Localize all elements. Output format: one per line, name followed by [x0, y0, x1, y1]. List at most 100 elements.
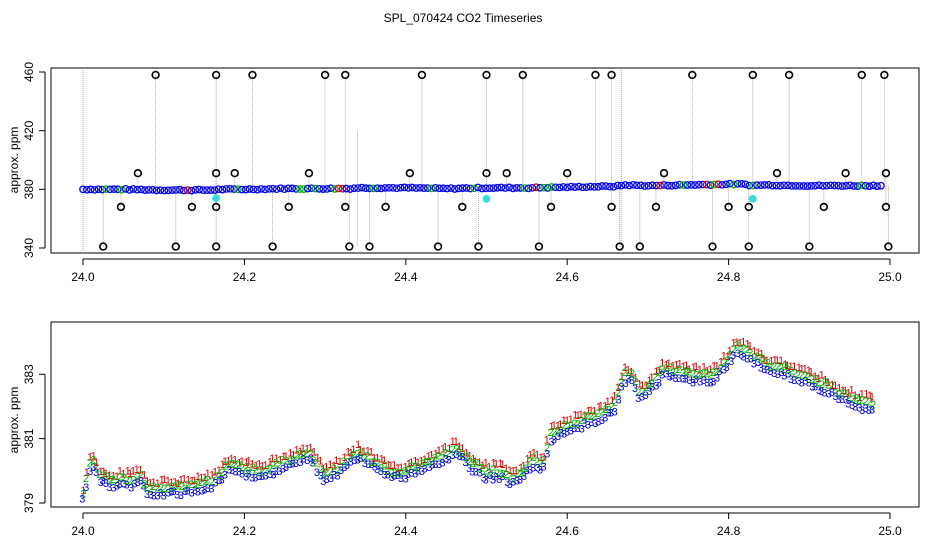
top-x-tick-label: 24.6	[556, 270, 580, 284]
series-2-marker: 2	[384, 465, 390, 477]
series-1-marker: 1	[619, 371, 625, 383]
series-1-marker: 1	[761, 353, 767, 365]
data-point	[206, 186, 215, 194]
data-point	[555, 183, 564, 192]
series-1-marker: 1	[859, 389, 865, 401]
outlier-point	[341, 202, 350, 212]
series-2-marker: 2	[123, 475, 129, 487]
data-point	[729, 180, 738, 189]
data-point	[482, 184, 490, 193]
bottom-x-tick-label: 24.2	[233, 524, 257, 538]
series-1-marker: 1	[293, 445, 299, 457]
series-1-marker: 1	[531, 448, 537, 460]
series-3-marker: 3	[852, 402, 858, 414]
series-1-marker: 1	[609, 395, 615, 407]
series-3-marker: 3	[124, 479, 130, 491]
series-2-marker: 2	[354, 449, 360, 461]
data-point	[141, 186, 149, 194]
series-3-marker: 3	[669, 370, 675, 382]
series-3-marker: 3	[135, 477, 141, 489]
series-3-marker: 3	[121, 478, 127, 490]
series-2-marker: 2	[364, 450, 370, 462]
series-3-marker: 3	[171, 486, 177, 498]
series-1-marker: 1	[202, 472, 208, 484]
series-2-marker: 2	[497, 468, 503, 480]
series-2-marker: 2	[713, 366, 719, 378]
series-1-marker: 1	[127, 468, 133, 480]
series-3-marker: 3	[378, 466, 384, 478]
series-3-marker: 3	[184, 486, 190, 498]
series-1-marker: 1	[314, 452, 320, 464]
series-2-marker: 2	[517, 468, 523, 480]
series-3-marker: 3	[308, 453, 314, 465]
series-2-marker: 2	[838, 388, 844, 400]
series-1-marker: 1	[622, 362, 628, 374]
series-2-marker: 2	[767, 361, 773, 373]
series-1-marker: 1	[520, 460, 526, 472]
data-point	[218, 185, 227, 194]
series-3-marker: 3	[249, 473, 255, 485]
series-2-marker: 2	[331, 463, 337, 475]
series-3-marker: 3	[625, 373, 631, 385]
series-2-marker: 2	[450, 444, 456, 456]
data-point	[191, 186, 200, 194]
data-point	[826, 181, 835, 190]
series-1-marker: 1	[497, 458, 503, 470]
series-1-marker: 1	[331, 461, 337, 473]
series-1-marker: 1	[269, 453, 275, 465]
data-point	[551, 183, 560, 192]
data-point	[578, 183, 587, 192]
outlier-point	[304, 169, 314, 178]
series-1-marker: 1	[283, 451, 289, 463]
series-2-marker: 2	[547, 427, 553, 439]
series-2-marker: 2	[727, 349, 733, 361]
series-3-marker: 3	[168, 486, 174, 498]
series-3-marker: 3	[818, 386, 824, 398]
data-point	[795, 182, 804, 190]
series-3-marker: 3	[623, 378, 629, 390]
series-1-marker: 1	[361, 446, 367, 458]
data-point	[121, 185, 130, 193]
series-1-marker: 1	[493, 458, 499, 470]
data-point	[667, 181, 676, 190]
series-2-marker: 2	[747, 348, 753, 360]
series-1-marker: 1	[806, 365, 812, 377]
series-3-marker: 3	[98, 477, 104, 489]
series-2-marker: 2	[856, 395, 862, 407]
outlier-point	[345, 242, 354, 251]
series-1-marker: 1	[422, 454, 428, 466]
series-3-marker: 3	[507, 479, 513, 491]
series-1-marker: 1	[727, 345, 733, 357]
series-1-marker: 1	[591, 406, 597, 418]
series-3-marker: 3	[385, 469, 391, 481]
series-3-marker: 3	[866, 405, 872, 417]
series-1-marker: 1	[639, 380, 645, 392]
data-point	[664, 181, 672, 190]
outlier-point	[381, 202, 390, 212]
series-1-marker: 1	[815, 373, 821, 385]
series-2-marker: 2	[429, 455, 435, 467]
series-1-marker: 1	[103, 468, 109, 480]
panel-top: approx. ppm 24.0 24.2 24.4 24.6 24.8 25.0 340 3…	[7, 62, 920, 284]
series-1-marker: 1	[707, 364, 713, 376]
data-point	[671, 181, 680, 190]
series-2-marker: 2	[784, 364, 790, 376]
series-1-marker: 1	[172, 477, 178, 489]
series-1-marker: 1	[327, 459, 333, 471]
data-point	[454, 184, 463, 193]
series-1-marker: 1	[544, 435, 550, 447]
top-x-tick-label: 24.8	[717, 270, 741, 284]
series-2-marker: 2	[686, 366, 692, 378]
series-3-marker: 3	[362, 458, 368, 470]
series-2-marker: 2	[161, 483, 167, 495]
series-1-marker: 1	[442, 441, 448, 453]
data-point	[675, 180, 684, 189]
series-2-marker: 2	[93, 461, 99, 473]
series-2-marker: 2	[649, 378, 655, 390]
series-1-marker: 1	[398, 462, 404, 474]
series-2-marker: 2	[182, 483, 188, 495]
data-point	[183, 186, 192, 194]
bottom-x-tick-label: 25.0	[878, 524, 902, 538]
series-3-marker: 3	[151, 490, 157, 502]
series-3-marker: 3	[571, 423, 577, 435]
